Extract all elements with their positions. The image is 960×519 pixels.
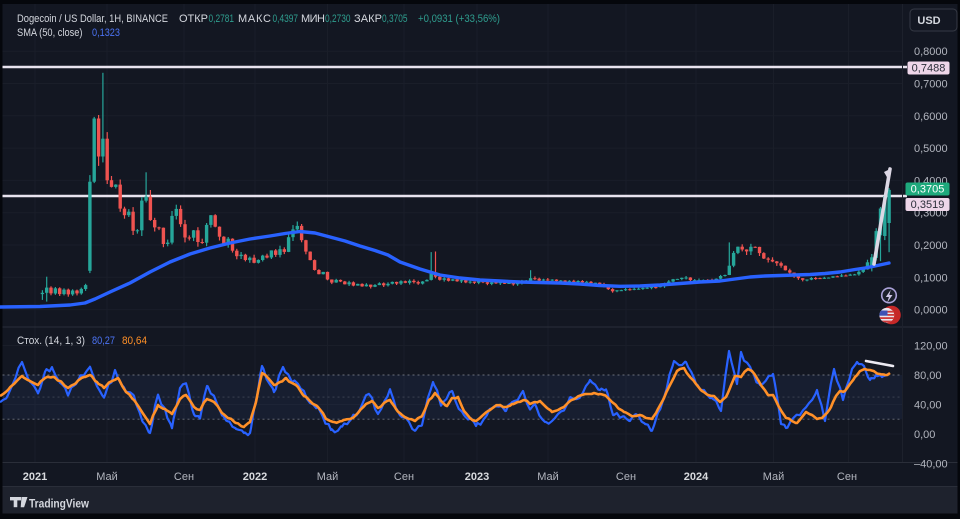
svg-text:0,00: 0,00 bbox=[914, 429, 935, 441]
svg-text:2021: 2021 bbox=[23, 471, 47, 483]
svg-text:TradingView: TradingView bbox=[29, 497, 90, 511]
svg-text:Сен: Сен bbox=[174, 471, 194, 483]
svg-text:0,8000: 0,8000 bbox=[914, 46, 948, 58]
svg-text:120,00: 120,00 bbox=[914, 341, 948, 353]
svg-text:0,6000: 0,6000 bbox=[914, 111, 948, 123]
svg-text:–40,00: –40,00 bbox=[914, 459, 948, 471]
svg-text:80,00: 80,00 bbox=[914, 370, 942, 382]
svg-text:Сен: Сен bbox=[394, 471, 414, 483]
svg-text:ОТКР: ОТКР bbox=[179, 13, 208, 25]
svg-text:Сен: Сен bbox=[616, 471, 636, 483]
svg-text:0,2781: 0,2781 bbox=[209, 13, 235, 25]
svg-text:2022: 2022 bbox=[243, 471, 267, 483]
svg-text:0,0000: 0,0000 bbox=[914, 305, 948, 317]
svg-text:0,3705: 0,3705 bbox=[911, 184, 945, 196]
svg-text:80,64: 80,64 bbox=[122, 335, 147, 347]
svg-text:+0,0931 (+33,56%): +0,0931 (+33,56%) bbox=[418, 13, 500, 25]
svg-text:Май: Май bbox=[763, 471, 785, 483]
svg-text:0,7488: 0,7488 bbox=[912, 63, 946, 75]
svg-text:ЗАКР: ЗАКР bbox=[354, 13, 382, 25]
svg-text:0,2000: 0,2000 bbox=[914, 240, 948, 252]
svg-text:2024: 2024 bbox=[684, 471, 709, 483]
svg-text:0,2730: 0,2730 bbox=[325, 13, 351, 25]
svg-text:МИН: МИН bbox=[301, 13, 325, 25]
svg-text:0,3705: 0,3705 bbox=[382, 13, 408, 25]
svg-text:0,7000: 0,7000 bbox=[914, 79, 948, 91]
svg-text:40,00: 40,00 bbox=[914, 400, 942, 412]
svg-text:Стох. (14, 1, 3): Стох. (14, 1, 3) bbox=[17, 335, 85, 347]
svg-text:0,5000: 0,5000 bbox=[914, 143, 948, 155]
svg-text:Май: Май bbox=[537, 471, 559, 483]
svg-text:Май: Май bbox=[317, 471, 339, 483]
svg-text:80,27: 80,27 bbox=[92, 335, 115, 347]
svg-text:МАКС: МАКС bbox=[238, 13, 271, 25]
svg-text:2023: 2023 bbox=[465, 471, 489, 483]
svg-text:0,4397: 0,4397 bbox=[273, 13, 299, 25]
svg-text:Сен: Сен bbox=[837, 471, 857, 483]
svg-text:Dogecoin / US Dollar, 1H, BINA: Dogecoin / US Dollar, 1H, BINANCE bbox=[17, 13, 168, 25]
svg-text:0,3519: 0,3519 bbox=[911, 199, 945, 211]
svg-text:0,1000: 0,1000 bbox=[914, 272, 948, 284]
svg-text:0,1323: 0,1323 bbox=[92, 27, 120, 39]
svg-text:Май: Май bbox=[96, 471, 118, 483]
svg-text:SMA (50, close): SMA (50, close) bbox=[17, 27, 83, 39]
svg-text:USD: USD bbox=[917, 15, 940, 27]
